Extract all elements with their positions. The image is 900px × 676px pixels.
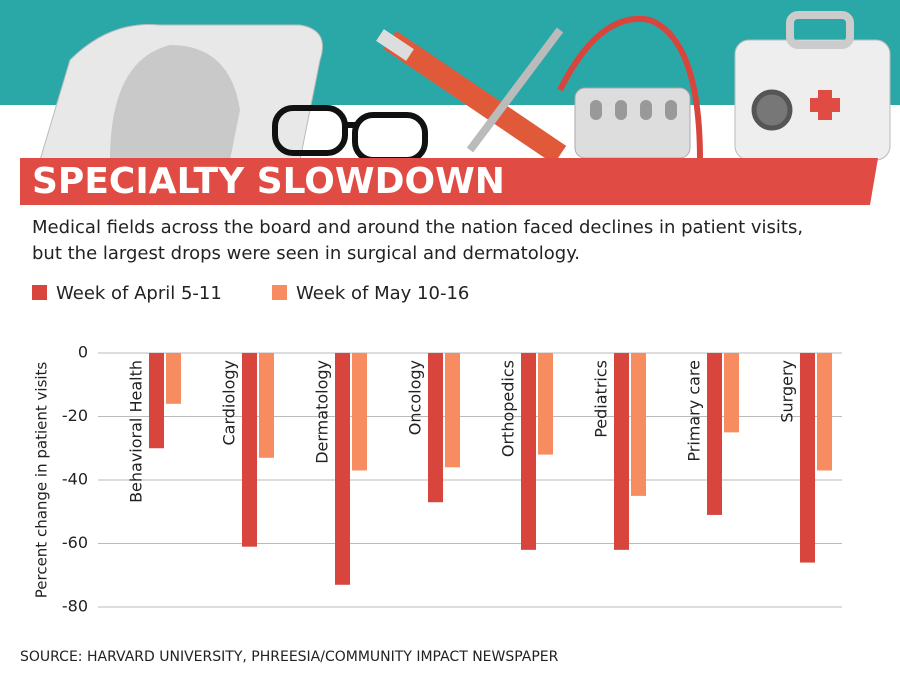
bar <box>707 353 722 515</box>
x-tick-label: Dermatology <box>313 360 332 464</box>
bar <box>166 353 181 404</box>
legend-label: Week of April 5-11 <box>56 283 222 304</box>
bar <box>149 353 164 449</box>
bar <box>521 353 536 550</box>
bar <box>335 353 350 585</box>
x-tick-label: Behavioral Health <box>127 360 146 503</box>
header-illustration <box>0 0 900 205</box>
x-tick-label: Surgery <box>778 360 797 423</box>
legend-swatch <box>32 285 47 300</box>
x-tick-label: Orthopedics <box>499 360 518 457</box>
legend-swatch <box>272 285 287 300</box>
bar <box>538 353 553 455</box>
subtitle: but the largest drops were seen in surgi… <box>32 243 580 264</box>
source: SOURCE: HARVARD UNIVERSITY, PHREESIA/COM… <box>20 649 559 665</box>
bar <box>445 353 460 468</box>
y-tick-label: 0 <box>78 343 88 362</box>
bar <box>242 353 257 547</box>
bar <box>631 353 646 496</box>
x-tick-label: Cardiology <box>220 360 239 446</box>
bar <box>428 353 443 503</box>
x-tick-label: Primary care <box>685 360 704 462</box>
y-tick-label: -60 <box>62 533 88 552</box>
y-tick-label: -20 <box>62 406 88 425</box>
bar <box>614 353 629 550</box>
bar <box>724 353 739 433</box>
y-tick-label: -40 <box>62 470 88 489</box>
chart-title: SPECIALTY SLOWDOWN <box>32 161 505 202</box>
x-tick-label: Pediatrics <box>592 360 611 438</box>
legend-label: Week of May 10-16 <box>296 283 469 304</box>
y-tick-label: -80 <box>62 597 88 616</box>
bar <box>259 353 274 458</box>
bar <box>800 353 815 563</box>
y-axis-title: Percent change in patient visits <box>33 362 51 599</box>
bar <box>817 353 832 471</box>
bar <box>352 353 367 471</box>
subtitle: Medical fields across the board and arou… <box>32 217 803 238</box>
x-tick-label: Oncology <box>406 360 425 435</box>
